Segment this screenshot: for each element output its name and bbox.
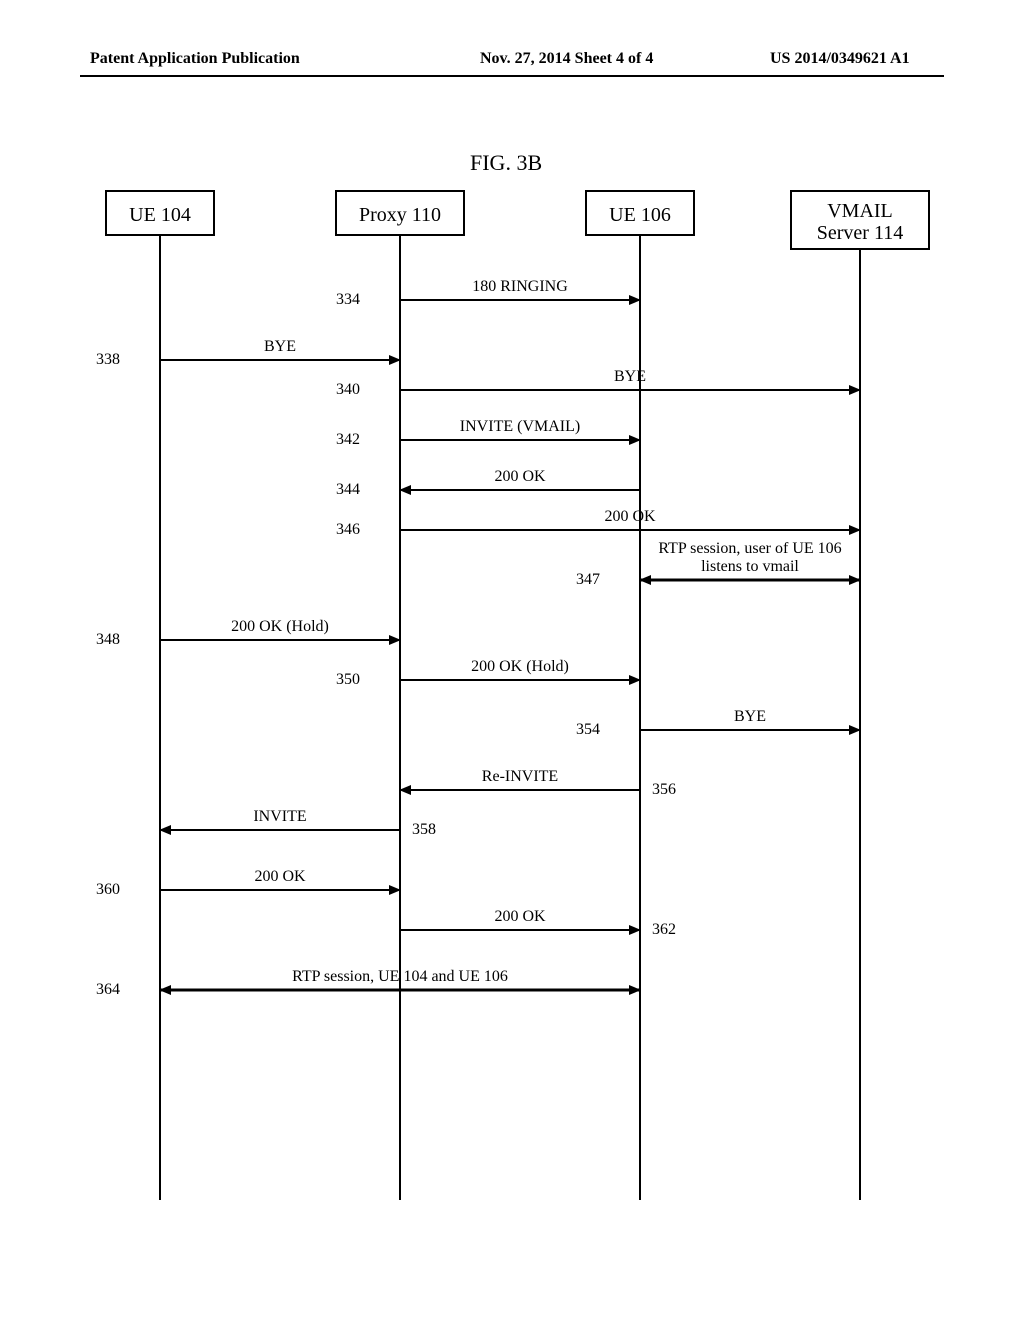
ref-label: 348 [96,631,120,649]
msg-label: 200 OK (Hold) [231,618,329,636]
msg-label: 180 RINGING [472,278,568,296]
ref-label: 354 [576,721,600,739]
ref-label: 358 [412,821,436,839]
ref-label: 334 [336,291,360,309]
figure-title: FIG. 3B [470,150,542,176]
msg-label: 200 OK [494,908,545,926]
ref-label: 360 [96,881,120,899]
msg-label: 200 OK [254,868,305,886]
msg-label: INVITE (VMAIL) [460,418,580,436]
header-rule [80,75,944,77]
lifeline-proxy: Proxy 110 [335,190,465,236]
ref-label: 362 [652,921,676,939]
lifeline-vmail: VMAILServer 114 [790,190,930,250]
ref-label: 338 [96,351,120,369]
msg-label: INVITE [253,808,306,826]
msg-label: 200 OK [494,468,545,486]
ref-label: 340 [336,381,360,399]
msg-label: 200 OK [604,508,655,526]
msg-label: BYE [264,338,296,356]
ref-label: 346 [336,521,360,539]
msg-label: BYE [614,368,646,386]
msg-label: RTP session, UE 104 and UE 106 [292,968,508,986]
msg-label: 200 OK (Hold) [471,658,569,676]
lifeline-line-ue104 [159,236,161,1200]
msg-label: RTP session, user of UE 106listens to vm… [658,540,841,576]
ref-label: 347 [576,571,600,589]
ref-label: 364 [96,981,120,999]
header-right: US 2014/0349621 A1 [770,50,910,68]
lifeline-ue106: UE 106 [585,190,695,236]
msg-label: Re-INVITE [482,768,558,786]
ref-label: 350 [336,671,360,689]
header-center: Nov. 27, 2014 Sheet 4 of 4 [480,50,653,68]
header-left: Patent Application Publication [90,50,300,68]
lifeline-line-vmail [859,250,861,1200]
lifeline-line-proxy [399,236,401,1200]
msg-label: BYE [734,708,766,726]
ref-label: 342 [336,431,360,449]
lifeline-ue104: UE 104 [105,190,215,236]
ref-label: 356 [652,781,676,799]
ref-label: 344 [336,481,360,499]
